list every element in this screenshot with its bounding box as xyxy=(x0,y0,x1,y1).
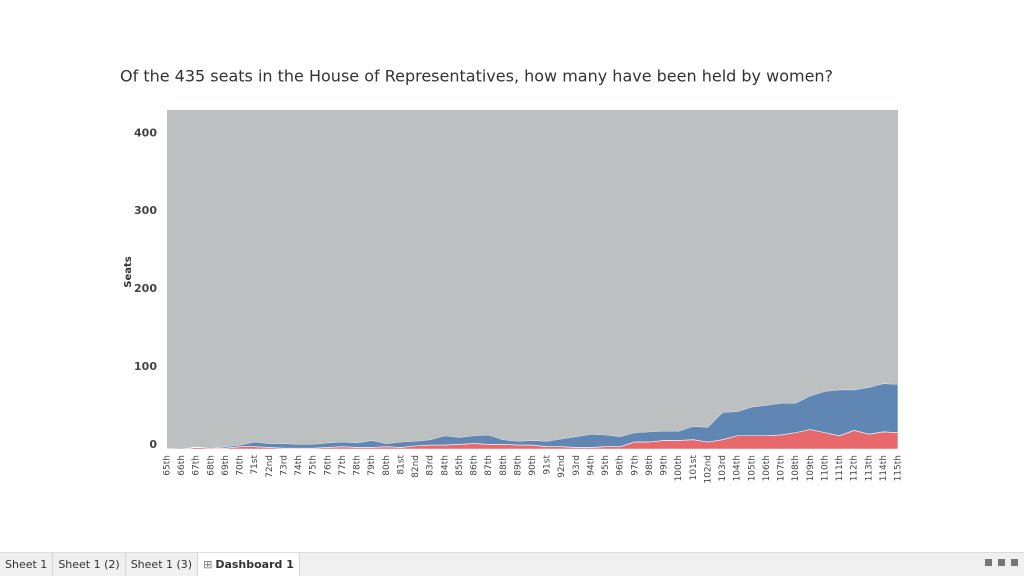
x-tick-label: 113th xyxy=(864,455,874,481)
x-tick-label: 102nd xyxy=(703,455,713,484)
x-tick-label: 84th xyxy=(440,455,450,476)
x-tick-label: 114th xyxy=(879,455,889,481)
sheet-tab[interactable]: ⊞ Dashboard 1 xyxy=(198,553,300,576)
x-tick-label: 87th xyxy=(484,455,494,476)
sheet-tabs: Sheet 1 Sheet 1 (2) Sheet 1 (3) ⊞ Dashboard … xyxy=(0,552,1024,576)
x-tick-label: 88th xyxy=(499,455,509,476)
x-tick-label: 97th xyxy=(630,455,640,476)
x-tick-label: 86th xyxy=(470,455,480,476)
x-tick-label: 76th xyxy=(323,455,333,476)
y-tick-label: 300 xyxy=(134,204,157,217)
area xyxy=(166,383,899,450)
x-tick-label: 103rd xyxy=(718,455,728,481)
x-tick-label: 98th xyxy=(645,455,655,476)
x-tick-label: 111th xyxy=(835,455,845,481)
x-tick-label: 96th xyxy=(616,455,626,476)
x-tick-label: 72nd xyxy=(265,455,275,478)
sheet-tab[interactable]: Sheet 1 xyxy=(0,553,54,576)
y-tick-label: 400 xyxy=(134,126,157,139)
x-tick-label: 91st xyxy=(543,455,553,475)
x-tick-label: 89th xyxy=(513,455,523,476)
x-tick-label: 112th xyxy=(850,455,860,481)
x-tick-label: 110th xyxy=(820,455,830,481)
tab-label: Dashboard 1 xyxy=(215,558,294,571)
x-tick-label: 99th xyxy=(660,455,670,476)
x-tick-label: 104th xyxy=(733,455,743,481)
toolbar xyxy=(985,559,1018,566)
tab-label: Sheet 1 xyxy=(5,558,48,571)
x-tick-label: 108th xyxy=(791,455,801,481)
x-tick-label: 69th xyxy=(221,455,231,476)
x-tick-label: 82nd xyxy=(411,455,421,478)
x-tick-label: 80th xyxy=(382,455,392,476)
y-tick-label: 200 xyxy=(134,282,157,295)
x-tick-label: 66th xyxy=(177,455,187,476)
chart: Of the 435 seats in the House of Represe… xyxy=(120,67,904,484)
tab-label: Sheet 1 (3) xyxy=(130,558,193,571)
x-tick-label: 115th xyxy=(894,455,904,481)
x-tick-label: 95th xyxy=(601,455,611,476)
tab-label: Sheet 1 (2) xyxy=(58,558,120,571)
x-tick-label: 68th xyxy=(206,455,216,476)
x-tick-label: 74th xyxy=(294,455,304,476)
x-tick-label: 90th xyxy=(528,455,538,476)
x-tick-label: 67th xyxy=(192,455,202,476)
x-tick-label: 65th xyxy=(163,455,173,476)
x-tick-label: 70th xyxy=(236,455,246,476)
x-tick-label: 85th xyxy=(455,455,465,476)
chart-title: Of the 435 seats in the House of Represe… xyxy=(120,67,833,86)
y-tick-label: 100 xyxy=(134,360,157,373)
area xyxy=(167,110,898,449)
x-tick-label: 109th xyxy=(806,455,816,481)
x-tick-label: 81st xyxy=(396,455,406,475)
x-tick-label: 93rd xyxy=(572,455,582,476)
x-tick-label: 101st xyxy=(689,455,699,481)
x-tick-label: 77th xyxy=(338,455,348,476)
x-tick-label: 100th xyxy=(674,455,684,481)
x-tick-label: 75th xyxy=(309,455,319,476)
x-tick-label: 106th xyxy=(762,455,772,481)
x-tick-label: 78th xyxy=(353,455,363,476)
x-tick-label: 107th xyxy=(777,455,787,481)
x-tick-label: 71st xyxy=(250,455,260,475)
y-tick-label: 0 xyxy=(149,438,157,451)
x-tick-label: 79th xyxy=(367,455,377,476)
sheet-tab[interactable]: Sheet 1 (3) xyxy=(126,553,199,576)
x-tick-label: 105th xyxy=(747,455,757,481)
x-tick-label: 94th xyxy=(586,455,596,476)
x-tick-label: 83rd xyxy=(426,455,436,476)
x-tick-label: 73rd xyxy=(279,455,289,476)
x-tick-label: 92nd xyxy=(557,455,567,478)
y-axis-title: Seats xyxy=(123,256,134,288)
sheet-tab[interactable]: Sheet 1 (2) xyxy=(53,553,126,576)
